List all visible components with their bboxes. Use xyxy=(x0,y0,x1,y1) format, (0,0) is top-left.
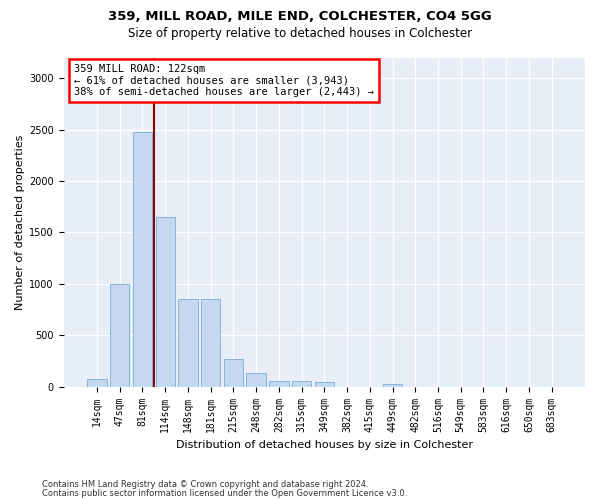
X-axis label: Distribution of detached houses by size in Colchester: Distribution of detached houses by size … xyxy=(176,440,473,450)
Y-axis label: Number of detached properties: Number of detached properties xyxy=(15,134,25,310)
Text: 359 MILL ROAD: 122sqm
← 61% of detached houses are smaller (3,943)
38% of semi-d: 359 MILL ROAD: 122sqm ← 61% of detached … xyxy=(74,64,374,98)
Bar xyxy=(155,217,175,386)
Bar xyxy=(110,284,130,386)
Bar xyxy=(383,384,402,386)
Bar xyxy=(224,360,243,386)
Bar xyxy=(178,300,197,386)
Text: Contains public sector information licensed under the Open Government Licence v3: Contains public sector information licen… xyxy=(42,490,407,498)
Text: Contains HM Land Registry data © Crown copyright and database right 2024.: Contains HM Land Registry data © Crown c… xyxy=(42,480,368,489)
Text: Size of property relative to detached houses in Colchester: Size of property relative to detached ho… xyxy=(128,28,472,40)
Bar xyxy=(292,381,311,386)
Bar xyxy=(314,382,334,386)
Bar xyxy=(247,374,266,386)
Bar xyxy=(88,379,107,386)
Bar xyxy=(201,300,220,386)
Bar xyxy=(133,132,152,386)
Text: 359, MILL ROAD, MILE END, COLCHESTER, CO4 5GG: 359, MILL ROAD, MILE END, COLCHESTER, CO… xyxy=(108,10,492,23)
Bar xyxy=(269,380,289,386)
